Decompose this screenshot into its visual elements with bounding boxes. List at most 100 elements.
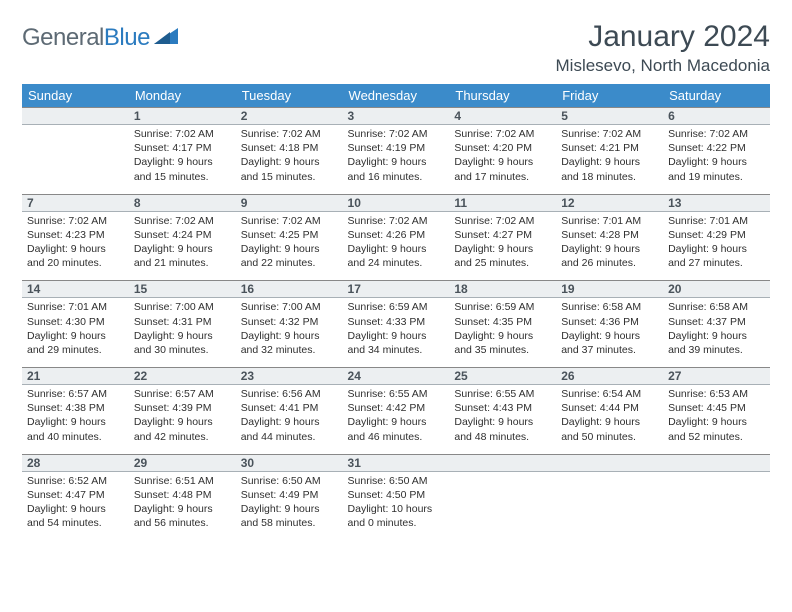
day-number — [663, 455, 770, 472]
calendar-day-cell: 28Sunrise: 6:52 AMSunset: 4:47 PMDayligh… — [22, 454, 129, 541]
calendar-body: 1Sunrise: 7:02 AMSunset: 4:17 PMDaylight… — [22, 107, 770, 540]
weekday-header: Tuesday — [236, 84, 343, 107]
weekday-header: Sunday — [22, 84, 129, 107]
calendar-day-cell: 24Sunrise: 6:55 AMSunset: 4:42 PMDayligh… — [343, 367, 450, 454]
calendar-day-cell: 16Sunrise: 7:00 AMSunset: 4:32 PMDayligh… — [236, 280, 343, 367]
calendar-day-cell: 1Sunrise: 7:02 AMSunset: 4:17 PMDaylight… — [129, 107, 236, 194]
day-details: Sunrise: 6:50 AMSunset: 4:50 PMDaylight:… — [343, 472, 450, 541]
calendar-day-cell — [556, 454, 663, 541]
header: GeneralBlue January 2024 Mislesevo, Nort… — [22, 20, 770, 76]
day-number: 26 — [556, 368, 663, 385]
brand-part2: Blue — [104, 24, 150, 51]
calendar-day-cell: 15Sunrise: 7:00 AMSunset: 4:31 PMDayligh… — [129, 280, 236, 367]
day-details: Sunrise: 6:50 AMSunset: 4:49 PMDaylight:… — [236, 472, 343, 541]
day-details: Sunrise: 6:58 AMSunset: 4:36 PMDaylight:… — [556, 298, 663, 367]
day-number: 23 — [236, 368, 343, 385]
calendar-week-row: 7Sunrise: 7:02 AMSunset: 4:23 PMDaylight… — [22, 194, 770, 281]
calendar-day-cell: 5Sunrise: 7:02 AMSunset: 4:21 PMDaylight… — [556, 107, 663, 194]
day-details: Sunrise: 6:59 AMSunset: 4:33 PMDaylight:… — [343, 298, 450, 367]
day-number: 30 — [236, 455, 343, 472]
day-details: Sunrise: 6:52 AMSunset: 4:47 PMDaylight:… — [22, 472, 129, 541]
calendar-day-cell: 18Sunrise: 6:59 AMSunset: 4:35 PMDayligh… — [449, 280, 556, 367]
day-details: Sunrise: 7:01 AMSunset: 4:28 PMDaylight:… — [556, 212, 663, 281]
day-details — [663, 472, 770, 540]
calendar-day-cell: 21Sunrise: 6:57 AMSunset: 4:38 PMDayligh… — [22, 367, 129, 454]
calendar-day-cell: 12Sunrise: 7:01 AMSunset: 4:28 PMDayligh… — [556, 194, 663, 281]
calendar-day-cell: 7Sunrise: 7:02 AMSunset: 4:23 PMDaylight… — [22, 194, 129, 281]
day-number: 24 — [343, 368, 450, 385]
calendar-day-cell: 25Sunrise: 6:55 AMSunset: 4:43 PMDayligh… — [449, 367, 556, 454]
day-details: Sunrise: 6:56 AMSunset: 4:41 PMDaylight:… — [236, 385, 343, 454]
day-details — [556, 472, 663, 540]
day-details: Sunrise: 6:58 AMSunset: 4:37 PMDaylight:… — [663, 298, 770, 367]
day-number: 4 — [449, 108, 556, 125]
day-number — [449, 455, 556, 472]
day-number: 21 — [22, 368, 129, 385]
day-details: Sunrise: 7:02 AMSunset: 4:27 PMDaylight:… — [449, 212, 556, 281]
title-block: January 2024 Mislesevo, North Macedonia — [556, 20, 770, 76]
calendar-day-cell: 26Sunrise: 6:54 AMSunset: 4:44 PMDayligh… — [556, 367, 663, 454]
day-details: Sunrise: 7:02 AMSunset: 4:25 PMDaylight:… — [236, 212, 343, 281]
day-details: Sunrise: 7:01 AMSunset: 4:30 PMDaylight:… — [22, 298, 129, 367]
day-number: 6 — [663, 108, 770, 125]
day-number: 8 — [129, 195, 236, 212]
weekday-header: Friday — [556, 84, 663, 107]
day-number: 19 — [556, 281, 663, 298]
brand-logo: GeneralBlue — [22, 24, 180, 52]
weekday-header: Thursday — [449, 84, 556, 107]
day-number: 5 — [556, 108, 663, 125]
calendar-day-cell: 8Sunrise: 7:02 AMSunset: 4:24 PMDaylight… — [129, 194, 236, 281]
calendar-table: SundayMondayTuesdayWednesdayThursdayFrid… — [22, 84, 770, 540]
day-number: 13 — [663, 195, 770, 212]
day-details: Sunrise: 7:00 AMSunset: 4:31 PMDaylight:… — [129, 298, 236, 367]
day-details: Sunrise: 7:02 AMSunset: 4:22 PMDaylight:… — [663, 125, 770, 194]
weekday-header: Monday — [129, 84, 236, 107]
calendar-day-cell: 30Sunrise: 6:50 AMSunset: 4:49 PMDayligh… — [236, 454, 343, 541]
day-number: 10 — [343, 195, 450, 212]
location: Mislesevo, North Macedonia — [556, 56, 770, 76]
brand-part1: General — [22, 24, 104, 51]
calendar-day-cell: 2Sunrise: 7:02 AMSunset: 4:18 PMDaylight… — [236, 107, 343, 194]
day-details — [22, 125, 129, 193]
calendar-day-cell: 11Sunrise: 7:02 AMSunset: 4:27 PMDayligh… — [449, 194, 556, 281]
calendar-day-cell — [663, 454, 770, 541]
day-number: 25 — [449, 368, 556, 385]
day-details: Sunrise: 6:54 AMSunset: 4:44 PMDaylight:… — [556, 385, 663, 454]
day-number: 12 — [556, 195, 663, 212]
brand-text: GeneralBlue — [22, 24, 150, 52]
month-title: January 2024 — [556, 20, 770, 54]
day-number: 28 — [22, 455, 129, 472]
day-details: Sunrise: 6:57 AMSunset: 4:38 PMDaylight:… — [22, 385, 129, 454]
day-details: Sunrise: 6:53 AMSunset: 4:45 PMDaylight:… — [663, 385, 770, 454]
day-number: 3 — [343, 108, 450, 125]
day-details: Sunrise: 7:02 AMSunset: 4:21 PMDaylight:… — [556, 125, 663, 194]
brand-triangle-icon — [154, 26, 180, 51]
calendar-day-cell: 9Sunrise: 7:02 AMSunset: 4:25 PMDaylight… — [236, 194, 343, 281]
day-details: Sunrise: 7:00 AMSunset: 4:32 PMDaylight:… — [236, 298, 343, 367]
calendar-day-cell: 6Sunrise: 7:02 AMSunset: 4:22 PMDaylight… — [663, 107, 770, 194]
calendar-day-cell: 22Sunrise: 6:57 AMSunset: 4:39 PMDayligh… — [129, 367, 236, 454]
calendar-day-cell: 29Sunrise: 6:51 AMSunset: 4:48 PMDayligh… — [129, 454, 236, 541]
day-number: 17 — [343, 281, 450, 298]
day-details: Sunrise: 7:02 AMSunset: 4:18 PMDaylight:… — [236, 125, 343, 194]
day-details: Sunrise: 7:02 AMSunset: 4:26 PMDaylight:… — [343, 212, 450, 281]
calendar-week-row: 1Sunrise: 7:02 AMSunset: 4:17 PMDaylight… — [22, 107, 770, 194]
day-details: Sunrise: 6:51 AMSunset: 4:48 PMDaylight:… — [129, 472, 236, 541]
calendar-day-cell: 13Sunrise: 7:01 AMSunset: 4:29 PMDayligh… — [663, 194, 770, 281]
day-details: Sunrise: 7:02 AMSunset: 4:23 PMDaylight:… — [22, 212, 129, 281]
day-number: 18 — [449, 281, 556, 298]
calendar-day-cell: 10Sunrise: 7:02 AMSunset: 4:26 PMDayligh… — [343, 194, 450, 281]
day-number — [556, 455, 663, 472]
day-number: 16 — [236, 281, 343, 298]
calendar-week-row: 21Sunrise: 6:57 AMSunset: 4:38 PMDayligh… — [22, 367, 770, 454]
day-number — [22, 108, 129, 125]
day-number: 31 — [343, 455, 450, 472]
calendar-head: SundayMondayTuesdayWednesdayThursdayFrid… — [22, 84, 770, 107]
day-number: 29 — [129, 455, 236, 472]
day-number: 20 — [663, 281, 770, 298]
day-number: 14 — [22, 281, 129, 298]
day-details: Sunrise: 6:59 AMSunset: 4:35 PMDaylight:… — [449, 298, 556, 367]
day-number: 1 — [129, 108, 236, 125]
day-details — [449, 472, 556, 540]
calendar-week-row: 14Sunrise: 7:01 AMSunset: 4:30 PMDayligh… — [22, 280, 770, 367]
